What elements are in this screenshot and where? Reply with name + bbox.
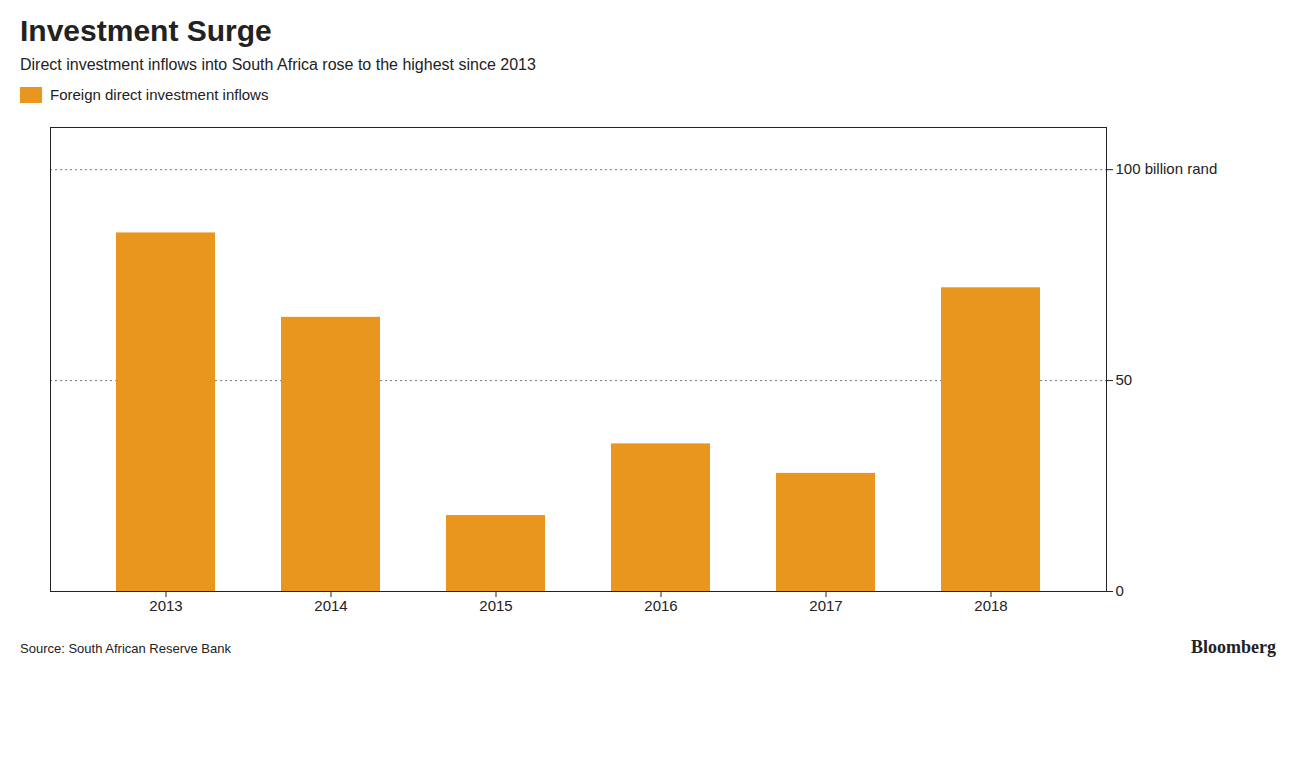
svg-text:0: 0: [1116, 582, 1124, 599]
svg-text:2016: 2016: [644, 597, 677, 614]
svg-text:50: 50: [1116, 371, 1133, 388]
svg-text:2015: 2015: [479, 597, 512, 614]
svg-text:2014: 2014: [314, 597, 347, 614]
html-text:Investment Surge: Investment Surge: [20, 14, 272, 47]
html-text:Foreign direct investment infl: Foreign direct investment inflows: [50, 86, 269, 103]
svg-text:2013: 2013: [149, 597, 182, 614]
svg-text:2018: 2018: [974, 597, 1007, 614]
html-text:Bloomberg: Bloomberg: [1191, 637, 1276, 657]
html-text:Source: South African Reserve: Source: South African Reserve Bank: [20, 641, 231, 656]
html-text:Direct investment inflows into: Direct investment inflows into South Afr…: [20, 56, 536, 73]
svg-text:2017: 2017: [809, 597, 842, 614]
svg-text:100 billion rand: 100 billion rand: [1116, 160, 1218, 177]
